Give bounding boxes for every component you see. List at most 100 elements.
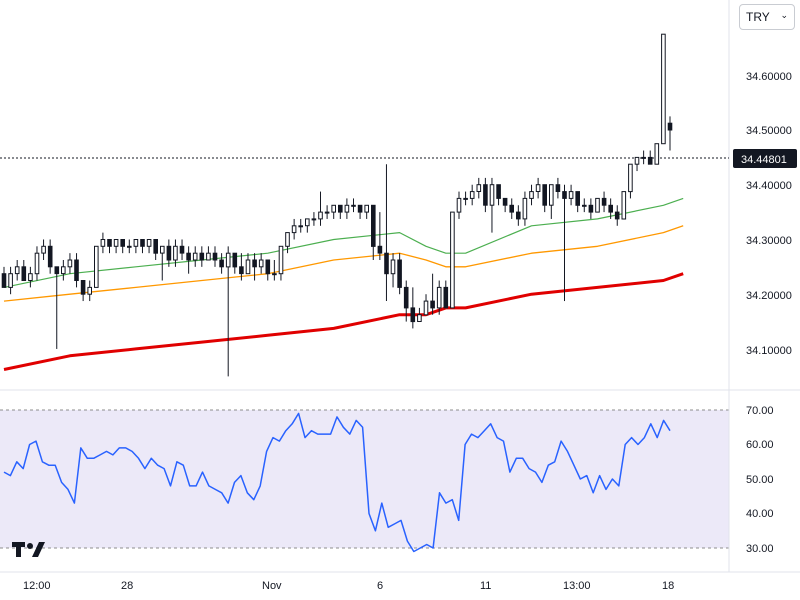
candle: [219, 253, 224, 274]
candle: [225, 246, 231, 377]
candle: [199, 246, 205, 267]
candle: [667, 116, 673, 151]
candle-body: [80, 280, 86, 295]
candle-body: [272, 273, 277, 276]
rsi-tick-label: 30.00: [746, 543, 774, 555]
currency-select[interactable]: TRY ⌄: [739, 4, 795, 30]
candle: [608, 198, 614, 219]
candle: [463, 191, 468, 206]
price-tick-label: 34.10000: [746, 345, 792, 357]
candle-body: [120, 239, 126, 247]
candle-body: [21, 266, 27, 281]
candle: [568, 184, 574, 206]
rsi-band: [0, 410, 729, 548]
candle: [311, 212, 317, 226]
candle: [166, 239, 172, 267]
rsi-axis[interactable]: 70.00 60.00 50.00 40.00 30.00: [746, 405, 774, 555]
candle: [483, 177, 488, 213]
candle-body: [390, 259, 396, 275]
rsi-tick-label: 40.00: [746, 508, 774, 520]
candle: [331, 204, 336, 219]
candle-body: [634, 156, 640, 165]
candle-body: [14, 266, 20, 275]
candle: [113, 239, 119, 254]
candle-body: [516, 211, 521, 220]
candle-body: [199, 252, 205, 261]
chevron-down-icon: ⌄: [780, 10, 788, 20]
candle-body: [34, 252, 40, 275]
candle-body: [232, 252, 238, 268]
rsi-tick-label: 60.00: [746, 439, 774, 451]
candle-body: [127, 245, 132, 248]
candle-body: [8, 273, 13, 288]
candle: [107, 239, 112, 254]
candle-body: [483, 184, 488, 206]
candle-body: [212, 252, 218, 261]
time-tick-label: 18: [662, 580, 674, 592]
candle-body: [595, 197, 600, 213]
candle-body: [588, 204, 594, 213]
candle: [436, 280, 442, 315]
candle: [298, 218, 303, 233]
candle: [192, 246, 198, 267]
candle-body: [410, 307, 416, 323]
candle-body: [206, 252, 211, 261]
candle: [628, 163, 633, 199]
candle: [80, 280, 86, 302]
candle-body: [667, 122, 673, 131]
candle-body: [654, 143, 660, 165]
price-tick-label: 34.60000: [746, 71, 792, 83]
current-price-tag: 34.44801: [733, 149, 797, 168]
candle: [239, 253, 244, 281]
candle-body: [469, 191, 475, 199]
candle-body: [166, 245, 172, 261]
candle-body: [601, 197, 607, 206]
moving-averages: [3, 197, 684, 371]
candle-body: [621, 191, 627, 220]
candle-body: [107, 239, 112, 247]
price-tick-label: 34.50000: [746, 125, 792, 137]
candle-body: [371, 204, 376, 247]
candle: [496, 184, 501, 206]
candle-body: [582, 204, 587, 207]
candle-body: [509, 204, 514, 213]
candle-body: [628, 163, 633, 193]
candle: [595, 197, 600, 213]
candle: [133, 239, 139, 254]
candle: [377, 212, 383, 260]
time-axis[interactable]: 12:00 28 Nov 6 11 13:00 18: [23, 580, 674, 592]
candle-body: [344, 204, 350, 213]
candle: [634, 156, 640, 172]
candle-body: [153, 239, 158, 254]
candle: [535, 177, 541, 199]
candle-body: [357, 204, 363, 213]
candle: [74, 253, 79, 288]
price-axis[interactable]: 34.60000 34.50000 34.40000 34.30000 34.2…: [746, 71, 792, 357]
candle: [160, 245, 165, 281]
candle: [28, 266, 33, 288]
candle-body: [173, 245, 178, 261]
candle: [61, 260, 66, 281]
candle-body: [41, 245, 46, 254]
candle-body: [47, 245, 53, 268]
candle: [245, 253, 251, 275]
candle: [588, 198, 594, 219]
candle: [384, 164, 389, 302]
candle-body: [186, 252, 191, 261]
candle: [417, 307, 422, 323]
candle-body: [476, 184, 482, 192]
candle-body: [364, 204, 369, 213]
candle: [562, 184, 567, 302]
tradingview-logo-icon[interactable]: [12, 540, 46, 560]
candle-body: [225, 252, 231, 268]
candle-body: [397, 259, 402, 288]
candle-body: [430, 300, 435, 309]
candle: [357, 204, 363, 219]
time-tick-label: 6: [377, 580, 383, 592]
candle: [14, 260, 20, 281]
candle: [291, 218, 297, 240]
candle-body: [338, 204, 343, 213]
candle-body: [285, 232, 290, 247]
candle-body: [146, 239, 152, 247]
